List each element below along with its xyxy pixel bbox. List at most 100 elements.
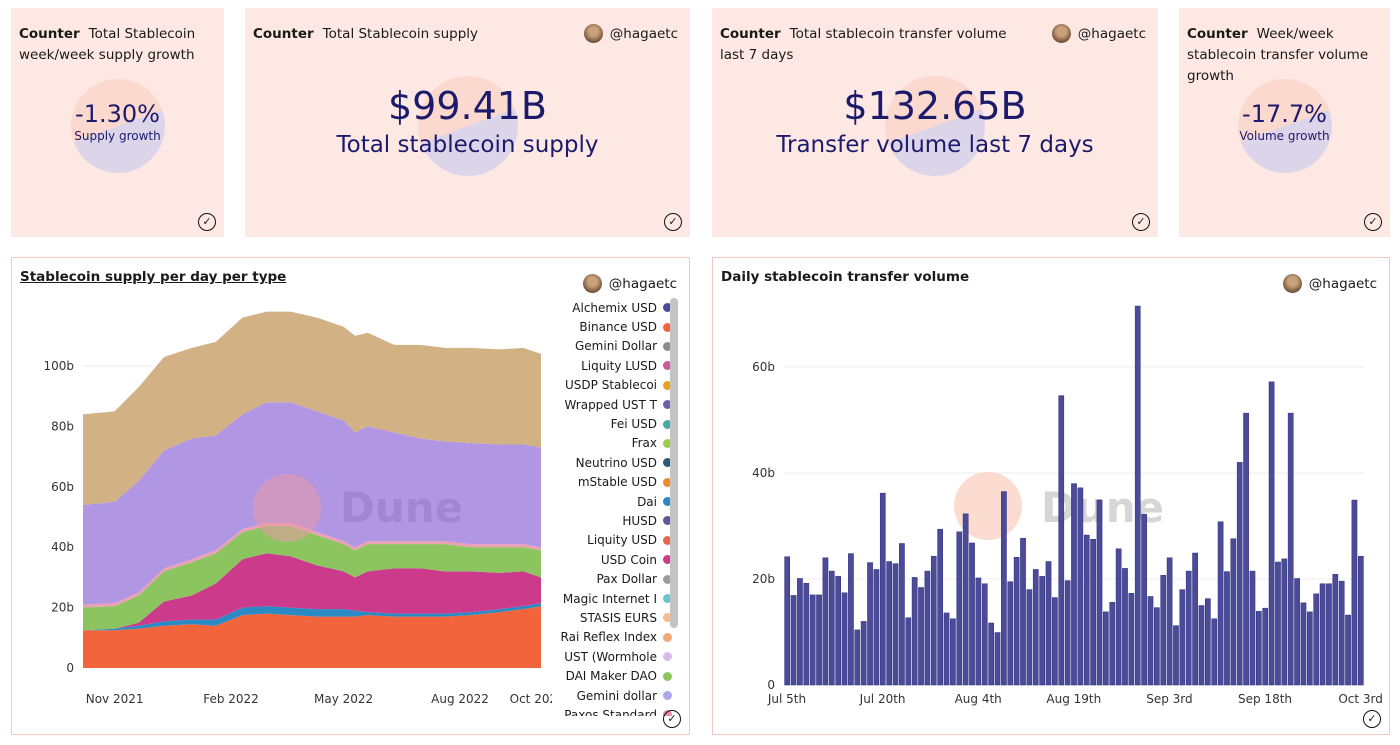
bar <box>1013 557 1020 686</box>
legend-item[interactable]: Gemini Dollar <box>547 337 672 356</box>
supply-chart-title[interactable]: Stablecoin supply per day per type <box>20 269 287 285</box>
bar <box>1147 596 1154 686</box>
x-tick-label: Sep 3rd <box>1146 692 1192 706</box>
legend-label: Liquity LUSD <box>581 358 657 373</box>
legend-item[interactable]: USD Coin <box>547 550 672 569</box>
legend-label: Paxos Standard <box>564 707 657 716</box>
counter-kind: Counter <box>720 26 781 42</box>
bar <box>962 513 969 686</box>
author[interactable]: @hagaetc <box>1282 274 1377 293</box>
legend-item[interactable]: USDP Stablecoi <box>547 376 672 395</box>
bar <box>1134 305 1141 686</box>
bar <box>1103 611 1109 686</box>
legend-item[interactable]: Magic Internet I <box>547 589 672 608</box>
dune-logo-watermark <box>70 79 165 173</box>
legend-item[interactable]: Gemini dollar <box>547 686 672 705</box>
bar <box>905 617 912 686</box>
bar <box>1045 561 1052 686</box>
legend-swatch <box>663 361 672 371</box>
legend-item[interactable]: Fei USD <box>547 414 672 433</box>
bar <box>790 595 797 686</box>
counter-title-text: Total Stablecoin supply <box>322 26 479 42</box>
legend-item[interactable]: Neutrino USD <box>547 453 672 472</box>
counter-title[interactable]: Counter Week/week stablecoin transfer vol… <box>1187 24 1382 87</box>
dune-watermark-text: Dune <box>340 483 463 532</box>
bar <box>1109 602 1116 686</box>
legend-item[interactable]: Liquity LUSD <box>547 356 672 375</box>
bar <box>1319 583 1326 686</box>
bar <box>1275 561 1281 686</box>
author[interactable]: @hagaetc <box>582 274 677 293</box>
bar <box>1217 521 1224 686</box>
bar <box>1198 605 1205 686</box>
avatar <box>583 24 603 43</box>
bar <box>1071 483 1077 686</box>
bar <box>950 618 956 686</box>
legend-label: DAI Maker DAO <box>565 669 657 684</box>
legend-swatch <box>663 458 672 468</box>
bar <box>1351 499 1358 686</box>
counter-title[interactable]: Counter Total Stablecoin supply <box>253 24 550 45</box>
legend-label: STASIS EURS <box>579 610 657 625</box>
legend-item[interactable]: UST (Wormhole <box>547 647 672 666</box>
legend-item[interactable]: Dai <box>547 492 672 511</box>
volume-chart-title[interactable]: Daily stablecoin transfer volume <box>721 269 970 285</box>
counter-title[interactable]: Counter Total stablecoin transfer volume … <box>720 24 1018 66</box>
bar <box>930 555 937 686</box>
y-tick-label: 40b <box>51 540 74 554</box>
bar <box>1243 412 1249 686</box>
legend-item[interactable]: Pax Dollar <box>547 569 672 588</box>
legend-label: Liquity USD <box>587 533 657 548</box>
y-tick-label: 40b <box>752 466 775 480</box>
legend-item[interactable]: HUSD <box>547 511 672 530</box>
x-tick-label: Sep 18th <box>1238 692 1292 706</box>
y-tick-label: 20b <box>752 572 775 586</box>
counter-kind: Counter <box>253 26 314 42</box>
bar <box>1039 576 1045 686</box>
legend-item[interactable]: Paxos Standard <box>547 705 672 716</box>
author[interactable]: @hagaetc <box>583 24 678 43</box>
legend-swatch <box>663 438 672 448</box>
legend-item[interactable]: mStable USD <box>547 473 672 492</box>
bar <box>1287 412 1294 686</box>
bar <box>873 569 880 686</box>
x-tick-label: Oct 2022 <box>510 692 552 706</box>
legend-item[interactable]: Frax <box>547 434 672 453</box>
legend-item[interactable]: Wrapped UST T <box>547 395 672 414</box>
bar <box>841 592 848 686</box>
legend-swatch <box>663 516 672 526</box>
legend-item[interactable]: Alchemix USD <box>547 298 672 317</box>
bar <box>1128 593 1135 686</box>
bar <box>1020 537 1026 686</box>
bar <box>1141 514 1147 686</box>
bar <box>1077 487 1084 686</box>
x-tick-label: May 2022 <box>314 692 373 706</box>
avatar <box>1282 274 1302 293</box>
bar <box>1192 552 1198 686</box>
bar <box>1001 491 1007 686</box>
bar <box>1338 580 1345 686</box>
bar <box>879 492 886 686</box>
legend-item[interactable]: Binance USD <box>547 317 672 336</box>
counter-label: Total stablecoin supply <box>336 132 599 158</box>
legend-label: Neutrino USD <box>575 455 657 470</box>
counter-title[interactable]: Counter Total Stablecoin week/week supply… <box>19 24 216 66</box>
legend-item[interactable]: Liquity USD <box>547 531 672 550</box>
legend-label: Pax Dollar <box>596 572 657 587</box>
legend-item[interactable]: DAI Maker DAO <box>547 666 672 685</box>
legend-item[interactable]: Rai Reflex Index <box>547 628 672 647</box>
bar <box>1090 539 1096 686</box>
author[interactable]: @hagaetc <box>1051 24 1146 43</box>
legend-scrollbar[interactable] <box>670 298 678 628</box>
x-tick-label: Oct 3rd <box>1338 692 1383 706</box>
bar <box>1313 593 1320 686</box>
check-icon: ✓ <box>1363 710 1381 728</box>
x-tick-label: Feb 2022 <box>203 692 259 706</box>
legend-label: mStable USD <box>577 475 657 490</box>
bar <box>943 612 950 686</box>
counter-value: -1.30% <box>75 100 160 128</box>
legend-item[interactable]: STASIS EURS <box>547 608 672 627</box>
bar <box>803 582 810 686</box>
counter-title-text: Total stablecoin transfer volume last 7 … <box>720 26 1007 63</box>
bar <box>1300 602 1307 686</box>
